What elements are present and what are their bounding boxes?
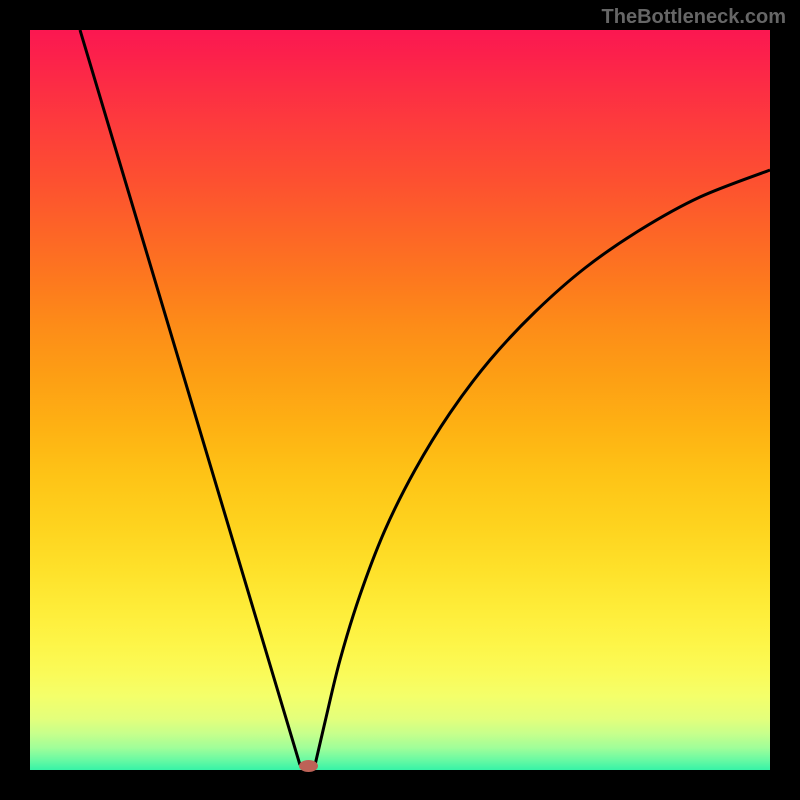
gradient-rect	[30, 30, 770, 770]
heat-gradient-background	[30, 30, 770, 770]
optimal-point-marker	[299, 760, 318, 772]
gradient-svg	[30, 30, 770, 770]
watermark-text: TheBottleneck.com	[602, 6, 786, 29]
